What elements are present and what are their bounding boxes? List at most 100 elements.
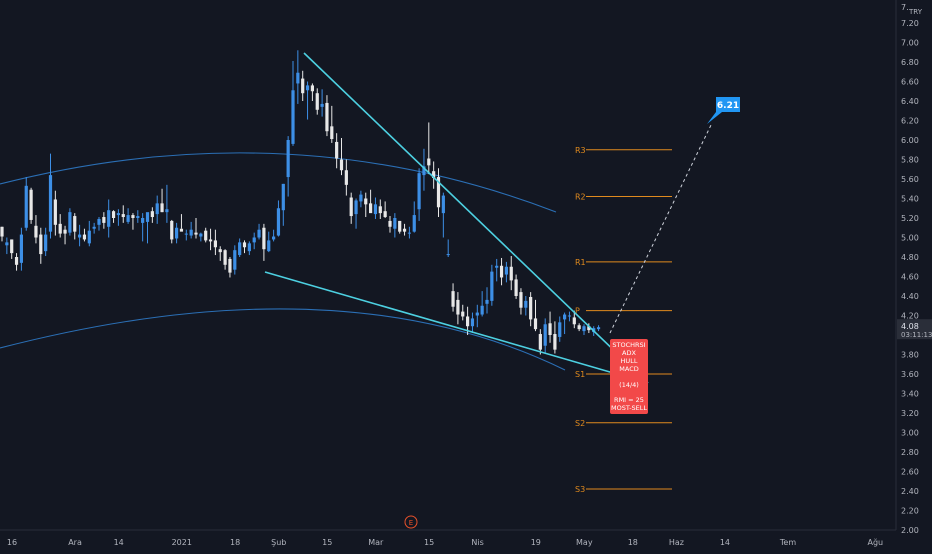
candle-body — [0, 226, 4, 237]
candle-body — [427, 158, 431, 166]
candle-body — [359, 194, 363, 202]
candle-body — [58, 223, 62, 234]
candle-body — [223, 250, 227, 265]
pivot-label-s3: S3 — [575, 485, 585, 494]
signal-text: MACD — [619, 365, 638, 373]
signal-text: MOST-SELL — [611, 404, 647, 412]
candle-body — [582, 326, 586, 332]
time-tick-label: Haz — [669, 538, 684, 547]
candle-body — [354, 200, 358, 215]
candle-body — [228, 258, 232, 273]
price-tick-label: 6.60 — [901, 78, 919, 87]
candle-body — [383, 211, 387, 218]
candle-body — [543, 324, 547, 346]
candle-body — [407, 232, 411, 234]
time-tick-label: 14 — [114, 538, 124, 547]
price-tick-label: 6.80 — [901, 58, 919, 67]
candle-body — [44, 234, 48, 252]
pivot-label-s2: S2 — [575, 419, 585, 428]
price-tick-label: 4.80 — [901, 253, 919, 262]
candle-body — [102, 217, 106, 223]
candle-body — [495, 265, 499, 268]
signal-text: ADX — [622, 349, 636, 357]
pivot-label-s1: S1 — [575, 370, 585, 379]
pivot-label-r3: R3 — [575, 146, 586, 155]
candle-body — [567, 315, 572, 317]
candle-body — [446, 254, 450, 256]
candle-body — [538, 334, 542, 350]
price-tick-label: 5.80 — [901, 156, 919, 165]
candle-body — [131, 215, 135, 218]
candle-body — [519, 292, 523, 308]
candle-body — [402, 228, 407, 232]
price-tick-label: 7.20 — [901, 19, 919, 28]
time-tick-label: Nis — [471, 538, 483, 547]
price-tick-label: 3.60 — [901, 370, 919, 379]
candle-body — [19, 234, 23, 263]
time-tick-label: Şub — [271, 538, 286, 547]
price-tick-label: 4.20 — [901, 312, 919, 321]
candle-body — [301, 78, 305, 94]
candle-body — [577, 325, 581, 330]
price-tick-label-partial: 7. — [901, 3, 909, 12]
candle-body — [436, 177, 441, 208]
candle-body — [422, 166, 426, 176]
candle-body — [73, 216, 77, 232]
candle-body — [548, 323, 552, 335]
candle-body — [238, 242, 242, 256]
candle-body — [553, 334, 557, 350]
signal-text: STOCHRSI — [612, 341, 645, 349]
candle-body — [349, 197, 353, 217]
time-tick-label: 15 — [322, 538, 332, 547]
candle-body — [563, 314, 567, 320]
candle-body — [63, 229, 67, 234]
candle-body — [524, 300, 528, 308]
candle-body — [155, 203, 159, 215]
price-tick-label: 5.20 — [901, 214, 919, 223]
candle-body — [451, 291, 455, 307]
target-label: 6.21 — [717, 101, 739, 111]
candle-body — [150, 211, 154, 218]
candle-body — [558, 322, 562, 337]
price-tick-label: 4.40 — [901, 292, 919, 301]
candle-body — [48, 175, 53, 232]
pivot-label-p: P — [575, 307, 580, 316]
candle-body — [369, 203, 373, 214]
pivot-label-r2: R2 — [575, 193, 586, 202]
candle-body — [480, 305, 484, 315]
candle-body — [170, 220, 174, 240]
candle-body — [14, 257, 19, 265]
candle-body — [78, 234, 82, 238]
candle-body — [267, 240, 271, 252]
price-tick-label: 5.40 — [901, 195, 919, 204]
candle-body — [412, 215, 416, 232]
signal-text: (14/4) — [619, 381, 639, 389]
candle-body — [160, 203, 164, 213]
candle-body — [53, 199, 57, 225]
time-tick-label: Tem — [779, 538, 796, 547]
candle-body — [485, 299, 489, 304]
price-tick-label: 7.00 — [901, 39, 919, 48]
candle-body — [490, 271, 494, 301]
candle-body — [141, 218, 145, 223]
candle-body — [242, 242, 247, 248]
candle-body — [533, 318, 538, 330]
time-tick-label: 18 — [628, 538, 638, 547]
price-tick-label: 3.20 — [901, 409, 919, 418]
time-tick-label: 18 — [230, 538, 240, 547]
lower-channel-curve — [0, 308, 566, 371]
candle-body — [111, 211, 116, 218]
candle-body — [276, 208, 281, 236]
candle-body — [339, 159, 344, 171]
candle-body — [456, 299, 460, 315]
time-tick-label: 2021 — [172, 538, 192, 547]
candle-body — [189, 229, 193, 236]
candle-body — [514, 279, 518, 296]
candle-body — [373, 204, 378, 215]
candle-body — [335, 141, 339, 159]
time-tick-label: 15 — [424, 538, 434, 547]
candle-body — [175, 227, 179, 239]
price-tick-label: 2.80 — [901, 448, 919, 457]
